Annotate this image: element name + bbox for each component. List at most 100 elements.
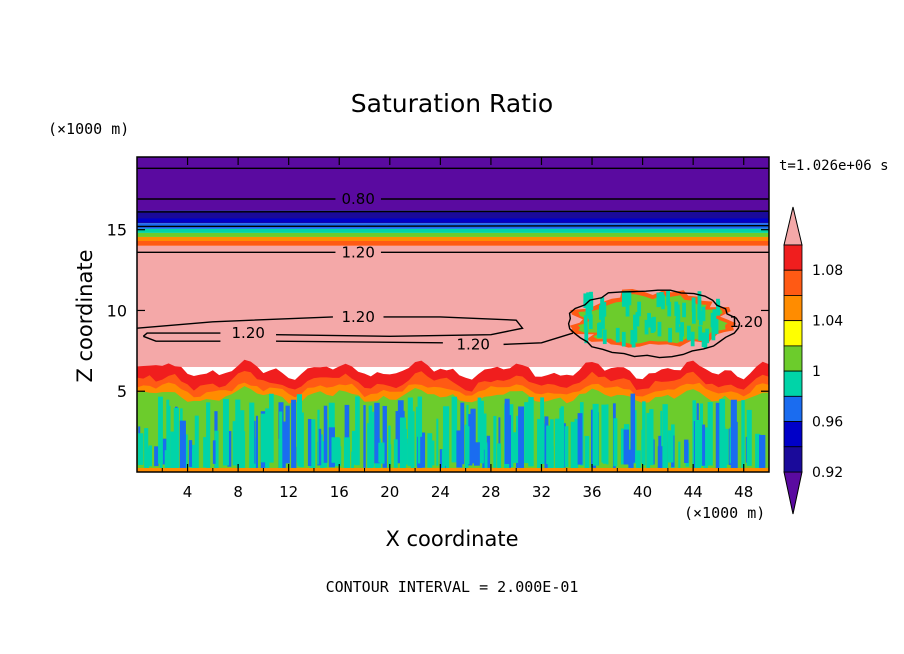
contour-line [137,316,333,329]
y-axis-label: Z coordinate [73,249,97,382]
filament [269,393,274,463]
x-tick-label: 16 [330,483,349,501]
contour-label: 1.20 [341,308,374,326]
filament [388,425,391,472]
y-ticks: 5 10 15 [107,221,769,401]
filament [504,398,510,464]
x-unit-label: (×1000 m) [684,504,765,522]
colorbar-segment [783,244,803,271]
filament [436,418,439,466]
time-label: t=1.026e+06 s [779,158,889,174]
x-tick-label: 32 [532,483,551,501]
filament [746,409,752,466]
filament [148,445,153,467]
cloud-filament [615,327,620,343]
contour-line [276,316,524,338]
filament [642,401,646,466]
y-tick-label: 10 [107,301,127,320]
cloud-filament [666,291,670,306]
filament [144,447,150,472]
chart-title: Saturation Ratio [351,89,553,118]
filament [707,402,713,466]
cloud-filament [585,301,590,317]
filament [417,427,421,464]
filament [601,404,607,463]
cloud-filament [697,305,702,320]
filament [560,406,564,471]
cloud-filament [698,326,703,341]
filament [613,418,618,467]
filament [372,411,375,468]
filament [702,424,706,466]
filament [441,449,446,470]
contour-label: 0.80 [341,190,374,208]
filament [255,415,258,469]
filament [206,402,211,469]
filament [464,424,468,472]
filament [570,421,577,472]
filament [646,412,651,471]
cloud-filament [647,312,651,328]
cloud-filament [657,321,662,337]
cloud-filament [668,327,672,343]
colorbar-segment [783,446,803,473]
filament [477,397,482,463]
filament [442,439,449,466]
cloud-filament [701,332,706,348]
cloud-filament [697,291,702,306]
filament [323,405,328,463]
contour-label: 1.20 [341,243,374,261]
filament [540,397,545,465]
filament [279,411,283,471]
cloud-filament [712,309,717,324]
filament [307,418,312,467]
filament [317,409,320,465]
transition-strip [137,228,769,233]
x-ticks: 4 8 12 16 20 24 28 32 36 40 44 48 [161,157,753,501]
filament [468,414,473,466]
filament [179,420,186,471]
filament [520,435,524,468]
contour-lines [137,167,769,359]
filament [395,411,400,464]
filament [351,451,354,472]
cloud-filament [633,327,638,343]
filament [378,442,384,463]
contour-line [276,340,443,344]
filament [606,404,609,465]
filament [222,399,229,466]
x-tick-label: 44 [684,483,703,501]
filament [344,444,350,468]
filament [374,402,380,464]
filament [164,450,171,472]
filament [755,433,761,469]
filament [265,408,270,469]
cloud-filament [680,322,685,337]
colorbar [783,206,803,515]
x-tick-label: 36 [582,483,601,501]
x-tick-label: 8 [233,483,243,501]
cloud-filament [667,301,672,317]
filament [480,400,484,464]
colorbar-segment [783,320,803,347]
filament [415,406,419,467]
colorbar-segment [783,395,803,422]
filament [212,440,216,464]
filament [456,430,463,468]
filament [427,433,433,468]
transition-strip [137,232,769,237]
filament [636,450,641,471]
filament [730,399,737,470]
contour-label: 1.20 [730,313,763,331]
filament [537,418,541,469]
filament [497,443,502,472]
filament [154,446,159,467]
contour-label: 1.20 [457,335,490,353]
filament [564,426,569,467]
x-tick-label: 40 [633,483,652,501]
colorbar-labels: 1.08 1.04 1 0.96 0.92 [812,263,843,481]
filament [410,411,415,470]
filament [699,403,704,463]
contour-label: 1.20 [232,324,265,342]
filament [715,402,722,470]
